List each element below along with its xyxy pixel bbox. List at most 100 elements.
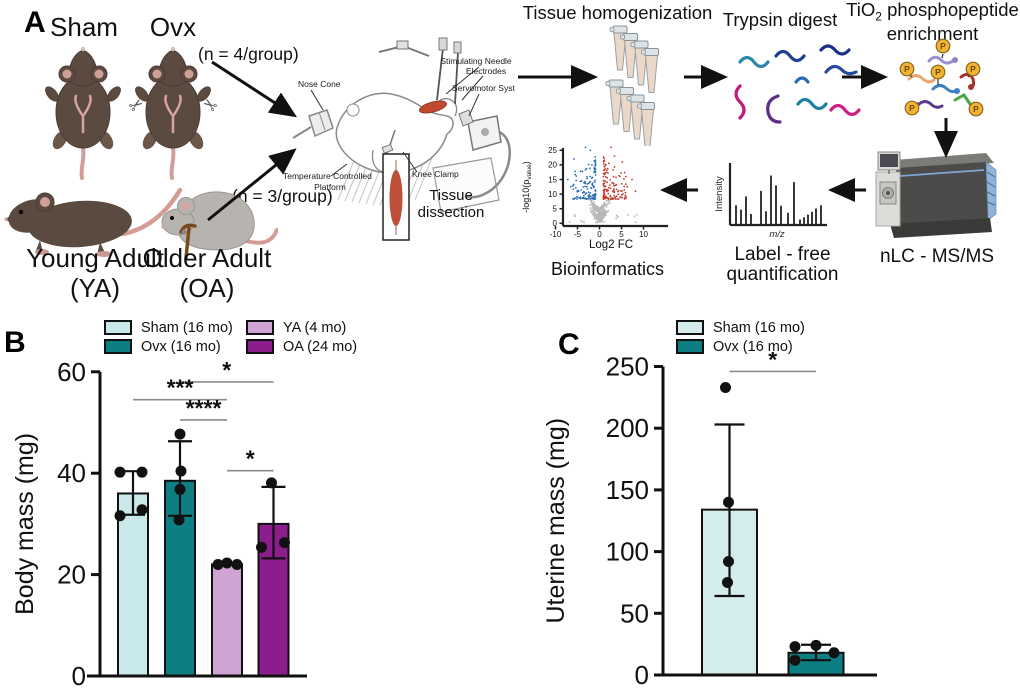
phosphopeptides-illustration: P P P P P P — [899, 38, 984, 117]
legend-item: YA (4 mo) — [246, 319, 406, 336]
trypsin-title: Trypsin digest — [722, 9, 838, 30]
bioinformatics-label: Bioinformatics — [550, 259, 665, 279]
dissected-muscle — [389, 170, 403, 226]
volcano-xlabel: Log2 FC — [589, 239, 633, 251]
y-tick-label: 40 — [57, 458, 86, 488]
tubes-illustration — [605, 25, 659, 146]
legend-label: Sham (16 mo) — [713, 319, 805, 336]
y-axis-label: Uterine mass (mg) — [542, 418, 570, 624]
data-point — [810, 639, 822, 651]
tube-icon — [630, 40, 649, 86]
mass-spectrometer-illustration — [875, 151, 997, 238]
tube-icon — [609, 25, 628, 71]
ovx-mouse-illustration: ✂ ✂ — [128, 46, 218, 180]
data-point — [212, 558, 224, 570]
data-point — [114, 510, 126, 522]
ya-abbrev-label: (YA) — [69, 273, 121, 303]
svg-text:0: 0 — [553, 219, 558, 228]
sham-mouse-illustration — [45, 46, 121, 180]
y-tick-label: 0 — [635, 660, 649, 690]
phosphate-icons: P P P P P P — [899, 38, 984, 117]
svg-text:P: P — [973, 104, 979, 114]
legend-label: Ovx (16 mo) — [141, 338, 221, 355]
data-point — [136, 504, 148, 516]
svg-text:5: 5 — [553, 205, 558, 214]
svg-text:P: P — [909, 103, 915, 113]
data-point — [173, 514, 185, 526]
svg-text:25: 25 — [548, 146, 557, 155]
uterine-mass-chart: 0 50 100 150 200 250 Uterine mass (mg) * — [542, 352, 877, 690]
panel-c-label: C — [558, 328, 580, 361]
lfq-label-2: quantification — [726, 264, 839, 285]
legend-item: Sham (16 mo) — [676, 319, 836, 336]
tio2-rest: phosphopeptide — [881, 0, 1019, 20]
spectrum-mini-plot: Intensity m/z — [714, 163, 827, 240]
nose-cone-shape — [308, 109, 334, 138]
tube-icon — [637, 102, 655, 146]
data-point — [789, 641, 801, 653]
data-point — [136, 466, 148, 478]
panel-c-legend: Sham (16 mo) Ovx (16 mo) — [676, 319, 836, 355]
svg-text:P: P — [904, 64, 910, 74]
ovx-group-label: Ovx — [149, 12, 197, 42]
svg-text:P: P — [940, 41, 946, 51]
knee-clamp-label: Knee Clamp — [412, 169, 459, 179]
data-point — [174, 428, 186, 440]
svg-text:P: P — [935, 67, 941, 77]
legend-swatch — [246, 339, 274, 354]
legend-label: Ovx (16 mo) — [713, 338, 793, 355]
tio2-line2: enrichment — [886, 23, 979, 45]
significance-label: * — [222, 357, 231, 383]
tube-icon — [620, 33, 638, 78]
needle-electrode — [454, 51, 459, 105]
legend-label: OA (24 mo) — [283, 338, 358, 355]
peptide-squiggles-illustration — [734, 44, 861, 124]
y-tick-label: 100 — [606, 537, 649, 567]
data-point — [789, 654, 801, 666]
significance-label: **** — [186, 395, 222, 421]
y-tick-label: 150 — [606, 475, 649, 505]
servomotor-label: Servomotor System — [452, 83, 515, 93]
svg-text:0: 0 — [597, 230, 602, 239]
significance-label: *** — [167, 375, 194, 401]
lfq-label-1: Label - free — [734, 244, 831, 265]
data-point — [231, 558, 243, 570]
data-point — [221, 557, 233, 569]
data-point — [266, 477, 277, 489]
y-tick-label: 200 — [606, 413, 649, 443]
needle-electrode — [436, 47, 444, 101]
data-point — [256, 541, 267, 553]
surgery-rig-illustration: Nose Cone Stimulating Needle Electrodes … — [283, 37, 515, 241]
spectrum-xlabel: m/z — [769, 229, 785, 240]
y-tick-label: 20 — [57, 560, 86, 590]
legend-swatch — [676, 339, 704, 354]
y-tick-label: 0 — [72, 661, 86, 690]
tissue-dissection-label-1: Tissue — [429, 187, 473, 204]
y-tick-label: 60 — [57, 357, 86, 387]
panel-b-label: B — [4, 326, 26, 359]
stim-electrodes-label-2: Electrodes — [466, 66, 506, 76]
data-point — [723, 496, 734, 508]
spectrum-ylabel: Intensity — [714, 176, 725, 212]
young-adult-label: Young Adult — [26, 243, 164, 273]
panel-b-legend: Sham (16 mo) YA (4 mo) Ovx (16 mo) OA (24 m… — [104, 319, 406, 355]
data-point — [174, 483, 186, 495]
significance-label: * — [246, 446, 255, 472]
sham-group-label: Sham — [50, 12, 118, 42]
tube-icon — [605, 79, 624, 125]
nlc-msms-label: nLC - MS/MS — [879, 246, 995, 267]
tissue-dissection-label-2: dissection — [418, 204, 485, 221]
data-point — [828, 647, 840, 659]
panel-a-label: A — [24, 6, 46, 39]
young-adult-mouse-illustration — [4, 187, 183, 257]
y-tick-label: 250 — [606, 352, 649, 382]
legend-swatch — [676, 320, 704, 335]
tio2-base: TiO — [846, 0, 876, 20]
data-point — [175, 465, 187, 477]
svg-text:-5: -5 — [574, 230, 582, 239]
n-top-label: (n = 4/group) — [198, 44, 299, 64]
bar-YA (4 mo) — [211, 563, 243, 678]
svg-text:10: 10 — [548, 190, 557, 199]
volcano-mini-plot: 0 5 10 15 20 25 -10 -5 0 5 10 Log2 FC -log10(pvalu… — [521, 146, 668, 251]
